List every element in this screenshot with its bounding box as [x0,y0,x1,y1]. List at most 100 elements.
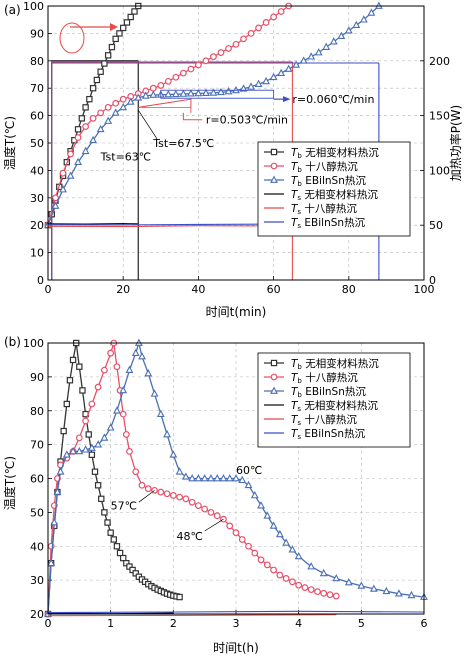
data-point [63,400,70,408]
legend-label: Ts 十八醇热沉 [291,413,357,427]
data-point [359,15,368,23]
data-point [119,24,127,32]
data-point [269,72,278,81]
panel-a-label: (a) [4,3,21,17]
data-point [113,406,121,414]
data-point [299,56,308,64]
annotation-arrowhead-blue [283,96,291,103]
data-point [254,79,263,87]
legend-label: Ts EBilnSn热沉 [291,427,366,441]
data-point [188,498,196,506]
data-point [126,448,133,455]
data-point [74,126,82,133]
data-point [149,84,157,92]
data-point [157,488,165,496]
y-tick-label: 100 [23,0,44,13]
data-point [88,451,96,458]
data-point [217,87,225,96]
data-point [91,468,99,475]
panel-b-ylabel: 温度T(℃) [2,456,17,510]
data-point [329,37,338,45]
data-point [66,377,74,384]
data-point [194,502,202,510]
data-point [219,474,228,482]
data-point [182,495,190,503]
data-point [85,431,92,438]
data-point [82,123,89,130]
data-point [119,102,128,111]
data-point [188,474,197,482]
x-tick-label: 3 [233,617,240,630]
data-point [163,429,171,438]
annotation-leader-48 [204,518,224,532]
data-point [89,135,98,144]
data-point [202,57,210,65]
data-point [210,53,217,61]
data-point [284,64,293,72]
data-point [119,95,127,103]
chart-panel-a: (a) 时间t(min) 温度T(℃) 加热功率P(W) 0 20 40 60 80 10… [2,0,463,319]
data-point [282,538,291,546]
x-tick-label: 1 [107,617,114,630]
series-line [47,614,337,617]
legend-marker [270,386,278,394]
data-point [255,24,262,32]
annotation-57c: 57℃ [111,500,137,513]
data-point [169,492,177,499]
data-point [86,95,93,103]
data-point [175,467,184,475]
x-tick-label: 100 [414,283,435,296]
data-point [100,366,108,374]
y-tick-label: 50 [30,506,44,519]
data-point [106,423,115,431]
data-point [75,434,83,442]
data-point [240,35,247,43]
data-point [187,65,195,73]
data-point [88,400,96,408]
legend-label: Tb 十八醇热沉 [291,371,358,385]
y-tick-label: 30 [30,574,44,587]
data-point [176,593,183,601]
data-point [181,472,190,480]
data-point [232,474,240,482]
data-point [164,77,172,85]
data-point [172,73,180,81]
highlight-ellipse [59,22,85,54]
x-tick-label: 80 [342,283,356,296]
legend-label: Tb EBilnSn热沉 [291,174,366,188]
data-point [76,363,83,370]
legend-box [257,352,411,448]
data-point [395,589,403,597]
data-point [78,115,86,122]
data-point [127,13,134,21]
data-point [250,490,259,499]
annotation-tst-2: Tst=63℃ [100,151,152,164]
data-point [292,60,301,68]
legend-label: Ts 十八醇热沉 [291,202,357,216]
pointer-arrow-head [110,23,118,31]
data-point [301,584,309,591]
data-point [207,508,215,516]
data-point [382,586,391,595]
data-point [163,490,171,498]
data-point [332,573,341,582]
y-tick-label: 50 [30,137,44,150]
y-tick-label: 90 [30,371,44,384]
y-tick-label: 70 [30,82,44,95]
data-point [257,556,265,564]
plot-frame [47,342,425,615]
data-point [217,49,225,56]
y-tick-label: 20 [30,608,44,621]
data-point [104,103,112,111]
data-point [262,19,270,26]
data-point [289,578,296,586]
legend-label: Tb 无相变材料热沉 [291,357,379,371]
data-point [66,171,75,179]
x-tick-label: 2 [170,617,177,630]
data-point [263,511,272,519]
data-point [186,89,195,97]
data-point [59,185,67,193]
data-point [245,542,252,550]
data-point [50,518,59,526]
